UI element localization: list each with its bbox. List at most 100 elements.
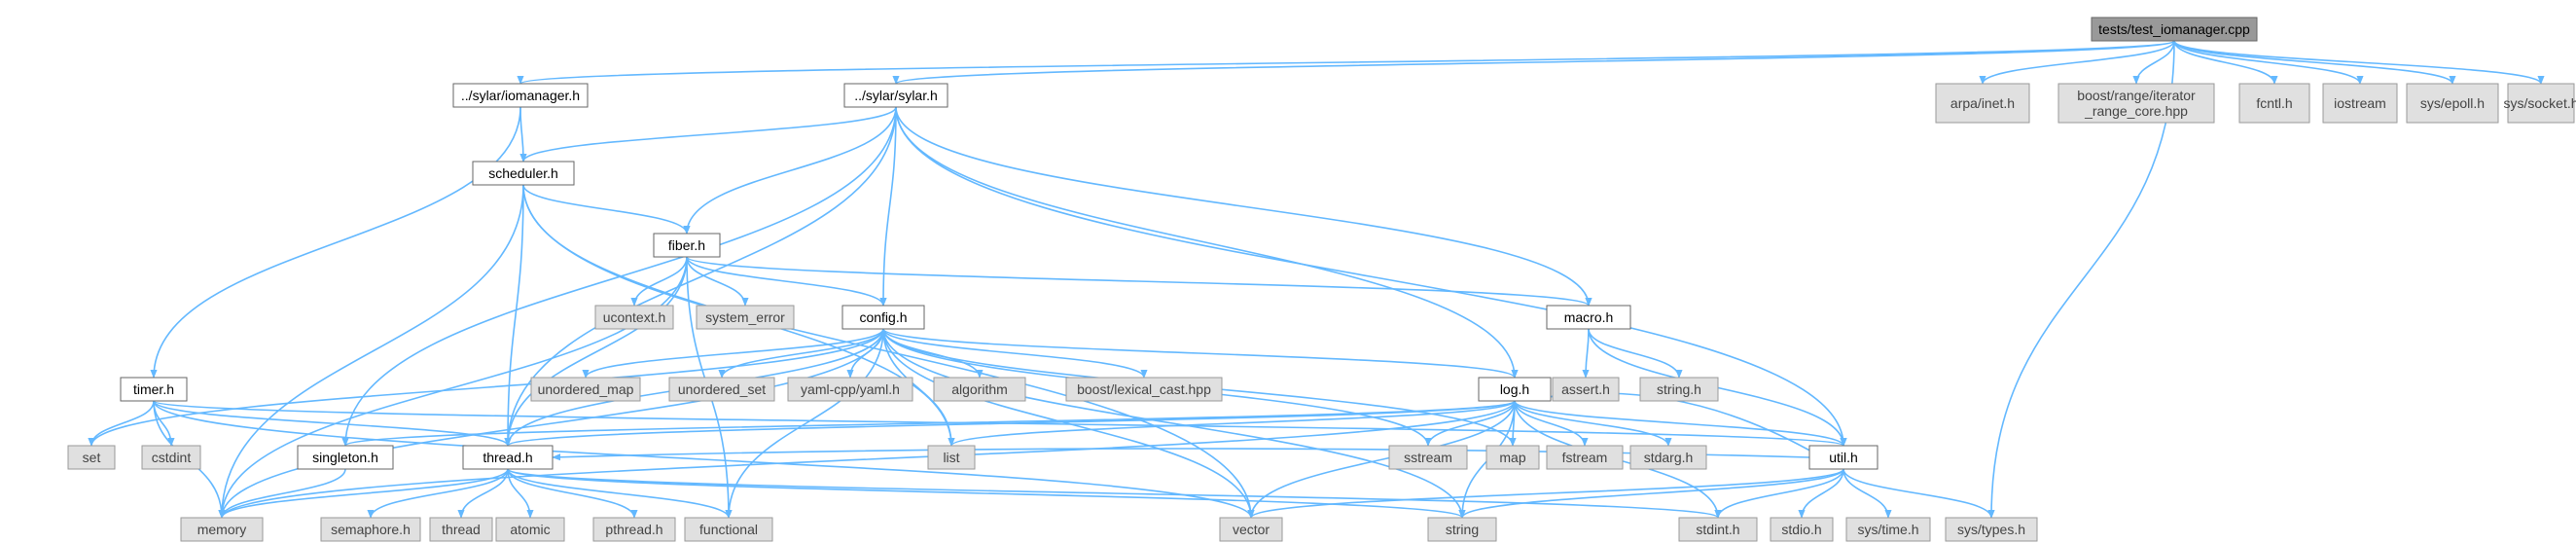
node-box xyxy=(320,517,421,542)
node-box xyxy=(462,445,554,470)
node-box xyxy=(1552,377,1620,402)
edge-config-to-memory xyxy=(218,328,884,519)
edge-util-to-stdio xyxy=(1798,468,1844,519)
edge-iomanager-to-scheduler xyxy=(519,106,527,163)
node-unordered-set: unordered_set xyxy=(668,377,775,402)
edge-thread_h-to-functional xyxy=(507,468,733,519)
edge-sylar-to-log xyxy=(895,106,1519,379)
node-memory: memory xyxy=(180,517,264,542)
node-iostream: iostream xyxy=(2322,83,2398,124)
node-label: sys/socket.h xyxy=(2503,95,2576,111)
node-label: assert.h xyxy=(1561,381,1610,397)
edge-config-to-unordered_map xyxy=(582,328,884,379)
node-log[interactable]: log.h xyxy=(1478,377,1552,402)
node-label: memory xyxy=(197,522,247,537)
node-box xyxy=(1219,517,1283,542)
node-algorithm: algorithm xyxy=(933,377,1026,402)
node-macro[interactable]: macro.h xyxy=(1546,305,1631,330)
node-label: fstream xyxy=(1562,450,1608,465)
edge-util-to-stdint xyxy=(1714,468,1844,519)
edge-config-to-list xyxy=(882,328,955,447)
node-label: fcntl.h xyxy=(2256,95,2292,111)
node-box xyxy=(2238,83,2310,124)
node-scheduler[interactable]: scheduler.h xyxy=(472,161,575,186)
node-sstream: sstream xyxy=(1388,445,1468,470)
node-box xyxy=(67,445,116,470)
edge-config-to-log xyxy=(882,328,1519,379)
node-list: list xyxy=(927,445,976,470)
node-box xyxy=(1770,517,1834,542)
node-fstream: fstream xyxy=(1546,445,1624,470)
node-unordered-map: unordered_map xyxy=(530,377,641,402)
edge-log-to-thread_h xyxy=(504,400,1516,447)
node-label: config.h xyxy=(859,309,907,325)
edge-thread_h-to-semaphore xyxy=(367,468,509,519)
node-label: util.h xyxy=(1829,450,1858,465)
node-label: system_error xyxy=(705,309,785,325)
node-string: string xyxy=(1427,517,1497,542)
node-label: ../sylar/sylar.h xyxy=(854,88,938,103)
node-box xyxy=(696,305,795,330)
node-label: pthread.h xyxy=(605,522,662,537)
node-box xyxy=(2057,83,2215,124)
node-box xyxy=(1845,517,1931,542)
edge-sylar-to-thread_h xyxy=(504,106,897,447)
node-label: macro.h xyxy=(1564,309,1614,325)
node-pthread: pthread.h xyxy=(592,517,676,542)
node-box xyxy=(653,233,721,258)
node-set: set xyxy=(67,445,116,470)
node-thread-h[interactable]: thread.h xyxy=(462,445,554,470)
node-map: map xyxy=(1485,445,1540,470)
node-box xyxy=(2406,83,2499,124)
node-label: map xyxy=(1499,450,1525,465)
node-box xyxy=(1629,445,1707,470)
node-sys-socket: sys/socket.h xyxy=(2503,83,2576,124)
node-cstdint: cstdint xyxy=(141,445,201,470)
edge-timer-to-set xyxy=(88,400,155,447)
node-box xyxy=(1678,517,1758,542)
node-box xyxy=(684,517,773,542)
node-label: string xyxy=(1446,522,1479,537)
node-util[interactable]: util.h xyxy=(1808,445,1878,470)
node-label: vector xyxy=(1233,522,1270,537)
node-box xyxy=(592,517,676,542)
node-stdarg: stdarg.h xyxy=(1629,445,1707,470)
node-box xyxy=(297,445,394,470)
edge-fiber-to-system_error xyxy=(686,256,749,307)
node-label: cstdint xyxy=(152,450,192,465)
node-fiber[interactable]: fiber.h xyxy=(653,233,721,258)
node-label: unordered_map xyxy=(538,381,634,397)
node-label: boost/lexical_cast.hpp xyxy=(1077,381,1211,397)
node-label: sys/types.h xyxy=(1957,522,2025,537)
node-box xyxy=(495,517,565,542)
edge-log-to-fstream xyxy=(1514,400,1589,447)
edge-thread_h-to-stdint xyxy=(507,468,1722,519)
node-singleton[interactable]: singleton.h xyxy=(297,445,394,470)
edge-config-to-unordered_set xyxy=(718,328,884,379)
node-label: fiber.h xyxy=(668,237,705,253)
node-box xyxy=(1808,445,1878,470)
node-box xyxy=(2091,17,2258,42)
edge-thread_h-to-string xyxy=(507,468,1466,519)
node-timer[interactable]: timer.h xyxy=(120,377,188,402)
node-sylar[interactable]: ../sylar/sylar.h xyxy=(843,83,948,108)
node-box xyxy=(2507,83,2575,124)
node-label: thread xyxy=(442,522,481,537)
edge-test_iomanager-to-sys_epoll xyxy=(2173,40,2456,85)
node-label: string.h xyxy=(1657,381,1701,397)
node-box xyxy=(180,517,264,542)
nodes-layer: tests/test_iomanager.cpp ../sylar/iomanag… xyxy=(67,17,2576,542)
edge-thread_h-to-memory xyxy=(218,468,509,519)
edge-util-to-log xyxy=(1550,392,1810,452)
node-sys-types: sys/types.h xyxy=(1945,517,2038,542)
node-label: atomic xyxy=(510,522,550,537)
node-label: thread.h xyxy=(483,450,532,465)
node-config[interactable]: config.h xyxy=(841,305,925,330)
node-box xyxy=(1485,445,1540,470)
edge-test_iomanager-to-iomanager xyxy=(518,40,2175,85)
edge-util-to-vector xyxy=(1247,468,1844,519)
node-lexical-cast: boost/lexical_cast.hpp xyxy=(1065,377,1223,402)
node-iomanager[interactable]: ../sylar/iomanager.h xyxy=(452,83,589,108)
edge-sylar-to-scheduler xyxy=(519,106,897,163)
